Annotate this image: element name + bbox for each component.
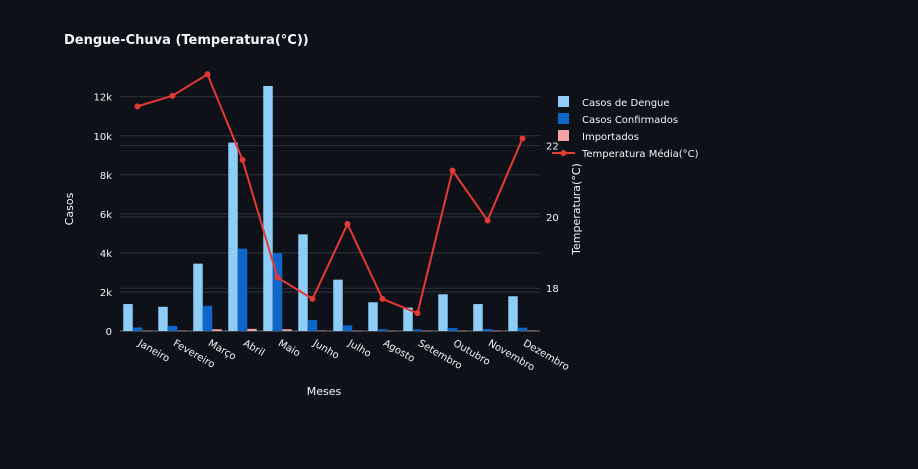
y2-axis-ticks: 18 20 22	[546, 142, 559, 296]
bar-casos-confirmados[interactable]	[447, 328, 458, 331]
bar-importados[interactable]	[247, 328, 257, 331]
y-tick-label: 12k	[93, 93, 112, 104]
temperature-point[interactable]	[344, 221, 351, 228]
bar-importados[interactable]	[422, 330, 432, 332]
bar-casos-de-dengue[interactable]	[158, 306, 168, 331]
bar-importados[interactable]	[142, 330, 152, 332]
bar-casos-confirmados[interactable]	[412, 329, 423, 331]
x-tick-label: Julho	[345, 338, 373, 360]
bar-casos-de-dengue[interactable]	[263, 85, 273, 331]
x-tick-label: Janeiro	[135, 338, 171, 365]
temperature-line-path	[137, 72, 524, 315]
x-axis-title: Meses	[307, 385, 342, 398]
bar-casos-confirmados[interactable]	[377, 329, 388, 331]
temperature-point[interactable]	[274, 274, 281, 281]
y-axis-title: Casos	[63, 192, 76, 225]
bar-importados[interactable]	[492, 330, 502, 332]
y2-tick-label: 22	[546, 142, 559, 153]
bar-casos-confirmados[interactable]	[202, 305, 213, 331]
bar-casos-confirmados[interactable]	[482, 329, 493, 331]
legend-swatch	[558, 130, 569, 141]
bar-casos-de-dengue[interactable]	[438, 294, 448, 331]
x-tick-label: Junho	[310, 338, 341, 362]
bar-casos-confirmados[interactable]	[132, 327, 143, 331]
bar-casos-de-dengue[interactable]	[403, 307, 413, 331]
bar-marks	[123, 85, 537, 332]
chart-title: Dengue-Chuva (Temperatura(°C))	[64, 33, 309, 48]
y-axis-ticks: 0 2k 4k 6k 8k 10k 12k	[93, 93, 112, 338]
bar-casos-de-dengue[interactable]	[298, 234, 308, 331]
y-tick-label: 6k	[100, 210, 112, 221]
bar-importados[interactable]	[527, 330, 537, 332]
bar-casos-confirmados[interactable]	[167, 325, 178, 331]
bar-importados[interactable]	[212, 329, 222, 331]
legend-item[interactable]: Importados	[558, 130, 639, 143]
bar-casos-de-dengue[interactable]	[193, 263, 203, 331]
bar-casos-confirmados[interactable]	[307, 320, 318, 331]
bar-casos-confirmados[interactable]	[342, 325, 353, 331]
bar-casos-de-dengue[interactable]	[508, 296, 518, 331]
bar-casos-de-dengue[interactable]	[228, 142, 238, 331]
bar-casos-de-dengue[interactable]	[473, 304, 483, 331]
temperature-point[interactable]	[519, 135, 526, 142]
y-tick-label: 2k	[100, 288, 112, 299]
bar-importados[interactable]	[352, 330, 362, 332]
legend-label: Importados	[582, 132, 639, 143]
temperature-point[interactable]	[484, 217, 491, 224]
legend-item[interactable]: Casos Confirmados	[558, 113, 678, 126]
temperature-point[interactable]	[169, 92, 176, 99]
legend-item[interactable]: Temperatura Média(°C)	[552, 148, 699, 160]
legend-swatch	[558, 113, 569, 124]
y-tick-label: 0	[106, 327, 112, 338]
bar-casos-confirmados[interactable]	[237, 248, 248, 331]
y2-tick-label: 18	[546, 284, 559, 295]
bar-casos-confirmados[interactable]	[517, 327, 528, 331]
temperature-point[interactable]	[309, 295, 316, 302]
bar-importados[interactable]	[457, 330, 467, 332]
legend-label: Casos Confirmados	[582, 115, 678, 126]
temperature-point[interactable]	[239, 156, 246, 163]
grid-lines	[120, 96, 540, 332]
y-tick-label: 10k	[93, 132, 112, 143]
bar-casos-de-dengue[interactable]	[123, 304, 133, 331]
legend-item[interactable]: Casos de Dengue	[558, 96, 670, 109]
legend[interactable]: Casos de Dengue Casos Confirmados Importad…	[552, 96, 699, 160]
x-tick-label: Agosto	[381, 338, 416, 365]
legend-swatch	[558, 96, 569, 107]
temperature-line	[134, 71, 526, 317]
legend-marker	[560, 150, 567, 156]
y2-axis-title: Temperatura(°C)	[570, 163, 583, 256]
bar-casos-de-dengue[interactable]	[368, 302, 378, 331]
y2-tick-label: 20	[546, 213, 559, 224]
bar-casos-confirmados[interactable]	[272, 253, 283, 331]
bar-importados[interactable]	[317, 330, 327, 332]
bar-casos-de-dengue[interactable]	[333, 279, 343, 331]
x-tick-label: Maio	[276, 338, 302, 359]
temperature-point[interactable]	[449, 167, 456, 174]
temperature-point[interactable]	[134, 103, 141, 110]
legend-label: Casos de Dengue	[582, 98, 670, 109]
bar-importados[interactable]	[177, 330, 187, 332]
temperature-point[interactable]	[379, 295, 386, 302]
y-tick-label: 8k	[100, 171, 112, 182]
legend-label: Temperatura Média(°C)	[581, 148, 699, 160]
x-tick-label: Abril	[241, 338, 266, 359]
temperature-point[interactable]	[414, 310, 421, 317]
bar-importados[interactable]	[387, 330, 397, 332]
temperature-point[interactable]	[204, 71, 211, 78]
bar-importados[interactable]	[282, 329, 292, 331]
y-tick-label: 4k	[100, 249, 112, 260]
